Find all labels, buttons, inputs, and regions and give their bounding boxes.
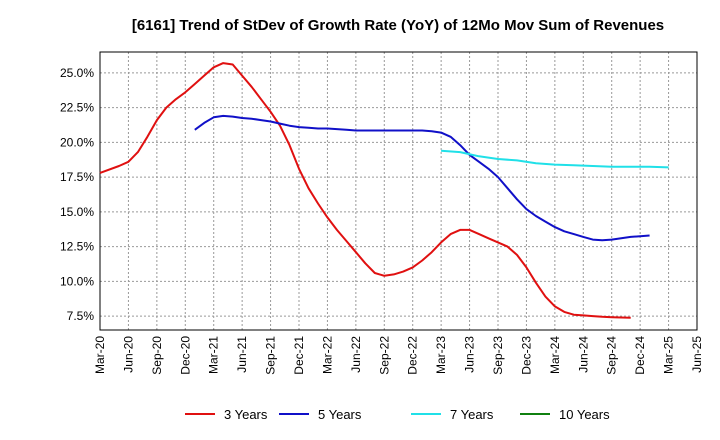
- x-tick-label: Mar-22: [320, 336, 334, 374]
- x-tick-label: Jun-23: [463, 336, 477, 373]
- legend-label: 5 Years: [318, 407, 362, 422]
- x-tick-label: Mar-25: [662, 336, 676, 374]
- x-axis-ticks: Mar-20 Jun-20 Sep-20 Dec-20 Mar-21 Jun-21 Sep-…: [93, 336, 704, 375]
- x-tick-label: Jun-21: [235, 336, 249, 373]
- x-tick-label: Mar-24: [548, 336, 562, 374]
- x-tick-label: Dec-21: [292, 336, 306, 375]
- x-tick-label: Jun-25: [690, 336, 704, 373]
- legend: 3 Years 5 Years 7 Years 10 Years: [185, 407, 610, 422]
- chart-title: [6161] Trend of StDev of Growth Rate (Yo…: [132, 17, 664, 34]
- x-tick-label: Dec-23: [519, 336, 533, 375]
- y-tick-label: 7.5%: [67, 309, 95, 323]
- grid: [99, 52, 698, 330]
- x-tick-label: Jun-20: [121, 336, 135, 373]
- y-tick-label: 12.5%: [60, 240, 94, 254]
- x-tick-label: Dec-20: [178, 336, 192, 375]
- x-tick-label: Mar-20: [93, 336, 107, 374]
- y-tick-label: 25.0%: [60, 66, 94, 80]
- x-tick-label: Dec-24: [633, 336, 647, 375]
- x-tick-label: Sep-24: [605, 336, 619, 375]
- y-tick-label: 17.5%: [60, 170, 94, 184]
- series-line-5-years: [194, 114, 650, 242]
- x-tick-label: Sep-21: [264, 336, 278, 375]
- x-tick-label: Mar-21: [207, 336, 221, 374]
- legend-label: 10 Years: [559, 407, 610, 422]
- y-tick-label: 22.5%: [60, 101, 94, 115]
- x-tick-label: Jun-24: [576, 336, 590, 373]
- x-tick-label: Sep-20: [150, 336, 164, 375]
- y-tick-label: 20.0%: [60, 135, 94, 149]
- plot-area-border: [99, 51, 698, 331]
- x-tick-label: Sep-23: [491, 336, 505, 375]
- y-tick-label: 15.0%: [60, 205, 94, 219]
- series-line-7-years: [441, 149, 669, 169]
- series-lines: [99, 62, 669, 319]
- x-tick-label: Jun-22: [349, 336, 363, 373]
- x-tick-label: Sep-22: [377, 336, 391, 375]
- y-tick-label: 10.0%: [60, 274, 94, 288]
- x-tick-label: Mar-23: [434, 336, 448, 374]
- legend-label: 3 Years: [224, 407, 268, 422]
- x-tick-label: Dec-22: [406, 336, 420, 375]
- series-line-3-years: [99, 62, 631, 319]
- legend-label: 7 Years: [450, 407, 494, 422]
- y-axis-ticks: 7.5% 10.0% 12.5% 15.0% 17.5% 20.0% 22.5% 25.0%: [60, 66, 94, 323]
